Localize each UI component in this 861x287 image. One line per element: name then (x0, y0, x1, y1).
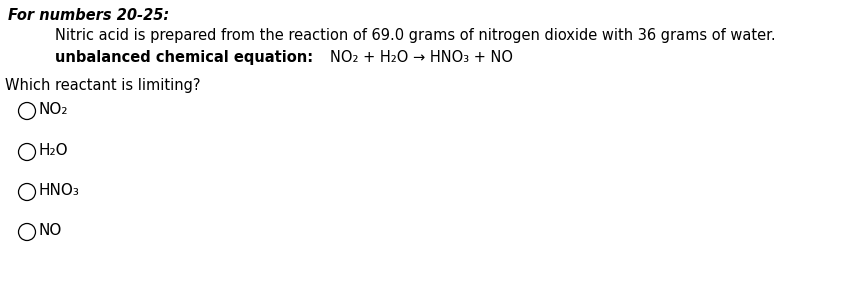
Text: H₂O: H₂O (38, 143, 68, 158)
Text: Nitric acid is prepared from the reaction of 69.0 grams of nitrogen dioxide with: Nitric acid is prepared from the reactio… (55, 28, 776, 43)
Text: NO: NO (38, 223, 61, 238)
Text: NO₂ + H₂O → HNO₃ + NO: NO₂ + H₂O → HNO₃ + NO (330, 50, 513, 65)
Text: unbalanced chemical equation:: unbalanced chemical equation: (55, 50, 313, 65)
Text: For numbers 20-25:: For numbers 20-25: (8, 8, 170, 23)
Text: NO₂: NO₂ (38, 102, 67, 117)
Text: Which reactant is limiting?: Which reactant is limiting? (5, 78, 201, 93)
Text: HNO₃: HNO₃ (38, 183, 79, 198)
